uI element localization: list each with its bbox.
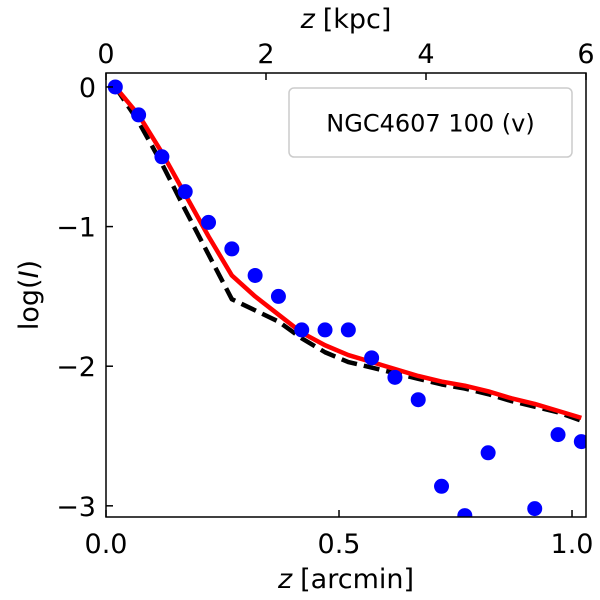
x-tick-label-2: 1.0	[551, 529, 594, 560]
x-axis-label-var: z	[277, 564, 293, 595]
legend-box	[288, 87, 573, 158]
data-point-13	[410, 392, 426, 408]
y-axis-label-var: I	[14, 270, 45, 278]
y-axis-label-suffix: )	[14, 260, 45, 271]
legend-label: NGC4607 100 (v)	[326, 110, 534, 138]
data-point-11	[364, 350, 380, 366]
data-point-15	[457, 508, 473, 517]
data-point-6	[247, 267, 263, 283]
data-point-5	[224, 241, 240, 257]
y-tick-label-3: −3	[56, 492, 96, 523]
data-point-7	[270, 288, 286, 304]
data-point-14	[434, 478, 450, 494]
x-tick-label-0: 0.0	[85, 529, 128, 560]
x-tick-label-1: 0.5	[318, 529, 361, 560]
plot-frame	[105, 72, 587, 518]
data-point-10	[340, 322, 356, 338]
series-line-model-alt	[113, 85, 583, 423]
series-line-model	[113, 85, 582, 421]
y-axis-label-prefix: log(	[14, 278, 45, 330]
data-point-8	[294, 322, 310, 338]
y-tick-label-2: −2	[56, 352, 96, 383]
series-layer	[107, 79, 586, 517]
top-tick-label-1: 2	[257, 39, 274, 70]
top-tick-label-3: 6	[577, 39, 594, 70]
top-axis-label-var: z	[300, 4, 316, 35]
top-axis-label: z [kpc]	[300, 4, 392, 35]
ticks-layer: 0.0 0.5 1.0 0 −1 −2 −3 0 2 4 6	[56, 39, 594, 560]
data-point-2	[154, 149, 170, 165]
data-point-19	[573, 434, 586, 450]
top-axis-label-unit: [kpc]	[323, 4, 392, 35]
data-point-17	[527, 501, 543, 517]
legend: NGC4607 100 (v)	[288, 87, 573, 158]
data-point-9	[317, 322, 333, 338]
top-tick-label-0: 0	[97, 39, 114, 70]
x-axis-label-unit: [arcmin]	[300, 564, 414, 595]
y-tick-label-0: 0	[79, 73, 96, 104]
data-point-16	[480, 445, 496, 461]
data-point-12	[387, 369, 403, 385]
top-tick-label-2: 4	[417, 39, 434, 70]
y-axis-label: log(I)	[14, 260, 45, 330]
y-tick-label-1: −1	[56, 213, 96, 244]
data-point-18	[550, 427, 566, 443]
data-point-0	[107, 79, 123, 95]
data-point-1	[131, 107, 147, 123]
data-point-3	[177, 184, 193, 200]
x-axis-label: z [arcmin]	[277, 564, 414, 595]
data-point-4	[201, 214, 217, 230]
